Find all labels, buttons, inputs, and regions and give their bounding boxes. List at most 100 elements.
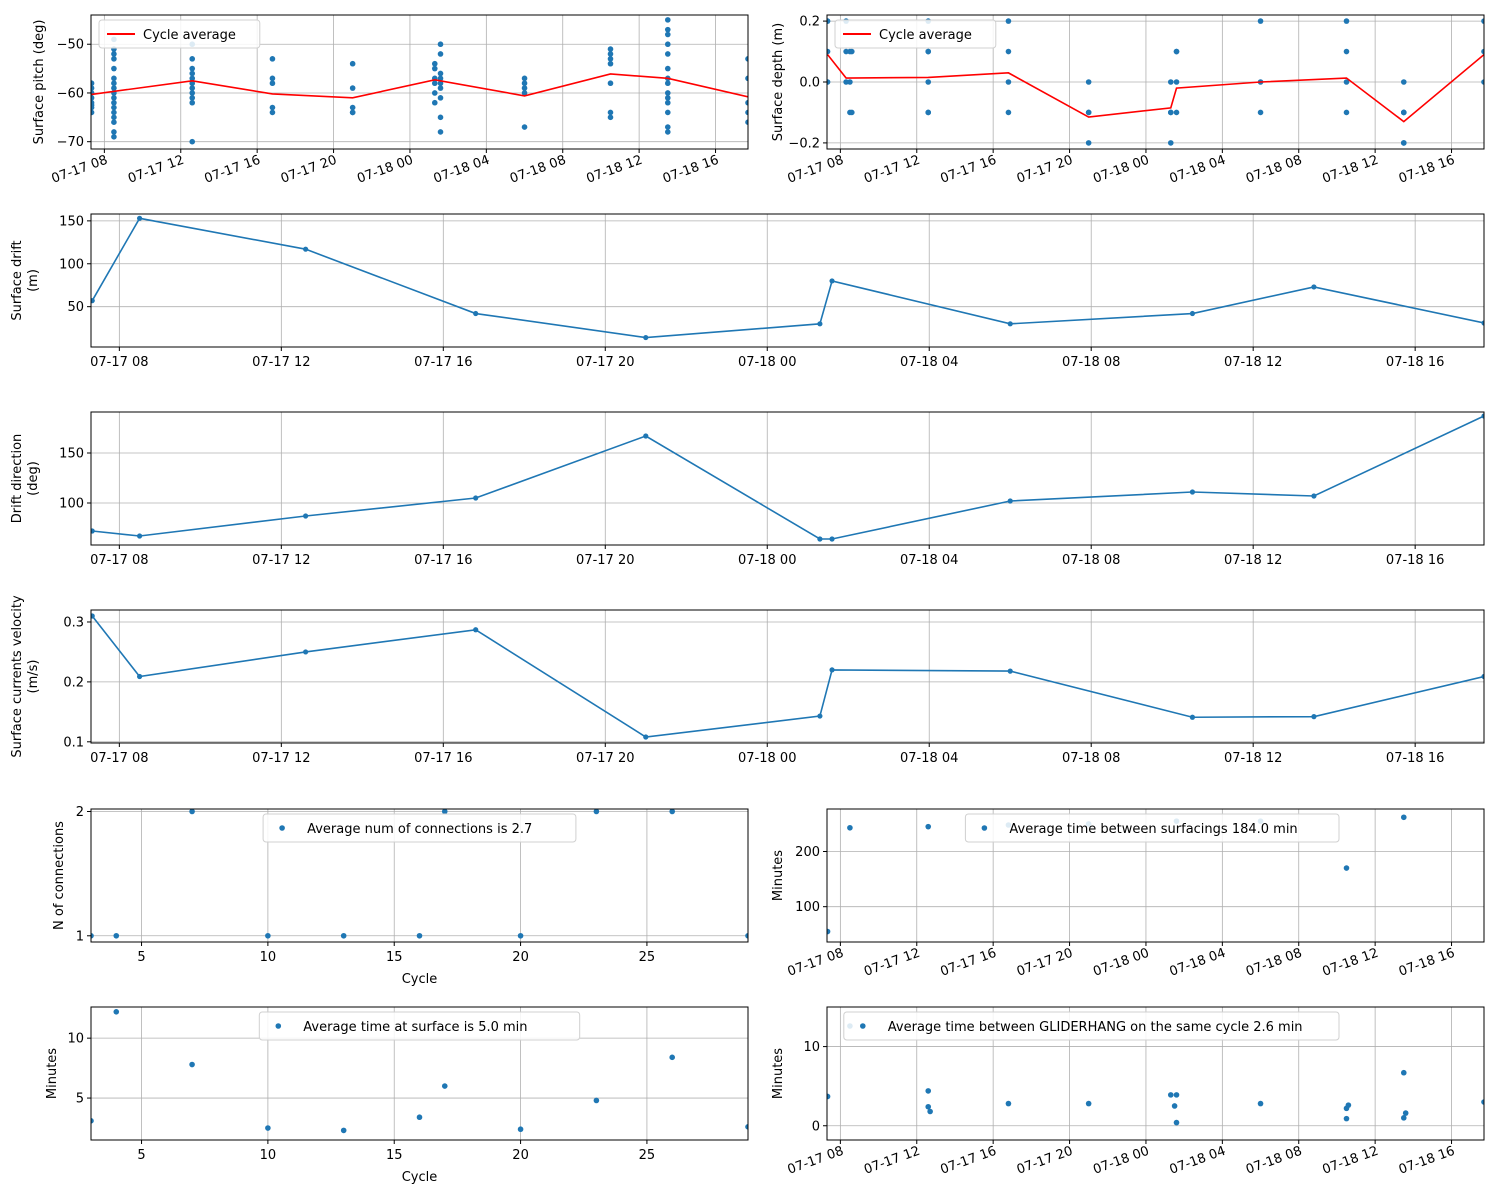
data-point [437,95,444,101]
data-point [136,533,143,539]
data-point [437,85,444,91]
data-point [925,1103,932,1110]
legend-label: Cycle average [879,28,972,43]
data-point [1085,140,1092,146]
legend-label: Cycle average [143,28,236,43]
data-point [111,114,117,121]
y-tick-label: 5 [76,1092,84,1107]
data-point [111,56,117,62]
x-tick-label: 07-17 16 [414,751,472,766]
legend: Cycle average [834,19,997,49]
data-point [1400,814,1407,821]
data-point [269,75,276,82]
data-point [1173,48,1180,55]
data-point [473,495,479,501]
legend-dot-swatch [275,1023,282,1029]
data-point [340,1127,347,1134]
x-tick-label: 07-17 16 [938,946,998,980]
x-tick-label: 07-17 12 [862,946,922,980]
x-tick-label: 07-17 16 [938,1144,998,1178]
y-tick-label: 10 [803,1040,820,1055]
legend-label: Average num of connections is 2.7 [307,822,532,837]
data-point [1402,1110,1409,1116]
y-tick-label: −60 [57,86,84,101]
x-tick-label: 07-17 08 [50,153,110,187]
data-point [664,51,671,57]
x-tick-label: 07-18 12 [1224,553,1282,568]
data-point [437,41,444,48]
x-tick-label: 10 [260,1148,277,1163]
data-point [111,85,117,91]
x-tick-label: 07-17 08 [786,153,846,187]
legend: Average time at surface is 5.0 min [258,1011,581,1041]
y-tick-label: 10 [67,1032,84,1047]
data-point [607,56,614,62]
x-tick-label: 07-18 00 [355,153,415,187]
legend-box [258,1011,581,1041]
y-tick-label: 150 [59,447,84,462]
x-tick-label: 07-17 08 [786,946,846,980]
data-point [1257,109,1264,116]
data-point [269,104,276,111]
data-point [1173,79,1180,85]
x-tick-label: 5 [137,950,145,965]
data-point [1173,1119,1180,1126]
data-point [349,104,356,111]
data-point [189,56,196,62]
data-point [827,48,831,55]
series-line [91,615,1484,738]
data-point [664,17,671,23]
data-point [607,46,614,52]
legend: Average num of connections is 2.7 [262,813,577,843]
data-point [1481,18,1484,24]
surfacing_interval-panel: 07-17 08 07-17 12 07-17 16 07-17 20 07-18 00… [771,808,1485,980]
data-point [1167,109,1174,116]
data-point [91,80,95,87]
x-tick-label: 07-18 08 [1244,946,1304,980]
data-point [664,41,671,48]
y-axis-label: Surface pitch (deg) [32,20,47,145]
y-tick-label: 0.3 [63,615,84,630]
data-point [1343,18,1350,24]
y-tick-label: 200 [795,845,820,860]
x-tick-label: 07-18 12 [584,153,644,187]
y-tick-label: 0.1 [63,735,84,750]
data-point [664,65,671,72]
data-point [136,215,143,221]
data-point [91,104,95,111]
data-point [847,79,853,85]
data-point [111,119,117,125]
x-tick-label: 07-18 04 [900,553,958,568]
x-tick-label: 07-18 16 [1397,946,1457,980]
data-point [431,65,438,72]
y-tick-label: 100 [795,900,820,915]
data-point [416,1114,423,1121]
y-axis-label: Surface depth (m) [771,23,786,141]
data-point [269,80,276,87]
data-point [1400,140,1407,146]
y-tick-label: 50 [67,300,84,315]
x-tick-label: 5 [137,1148,145,1163]
data-point [189,75,196,82]
data-point [91,932,94,939]
x-tick-label: 07-17 20 [1015,946,1075,980]
data-point [91,95,95,101]
data-point [849,109,855,116]
data-point [664,90,671,96]
data-point [113,932,120,939]
gliderhang-panel: 07-17 08 07-17 12 07-17 16 07-17 20 07-18 00… [771,1006,1485,1178]
x-tick-label: 07-18 04 [1168,1144,1228,1178]
y-axis-label: (m) [26,269,41,292]
data-point [1167,1092,1174,1098]
data-point [1400,109,1407,116]
data-point [189,95,196,101]
x-tick-label: 07-17 20 [1015,153,1075,187]
data-point [1173,1092,1180,1098]
data-point [1085,109,1092,116]
data-point [189,70,196,77]
data-point [441,809,448,815]
data-point [1257,18,1264,24]
data-point [303,649,309,655]
data-point [437,75,444,82]
